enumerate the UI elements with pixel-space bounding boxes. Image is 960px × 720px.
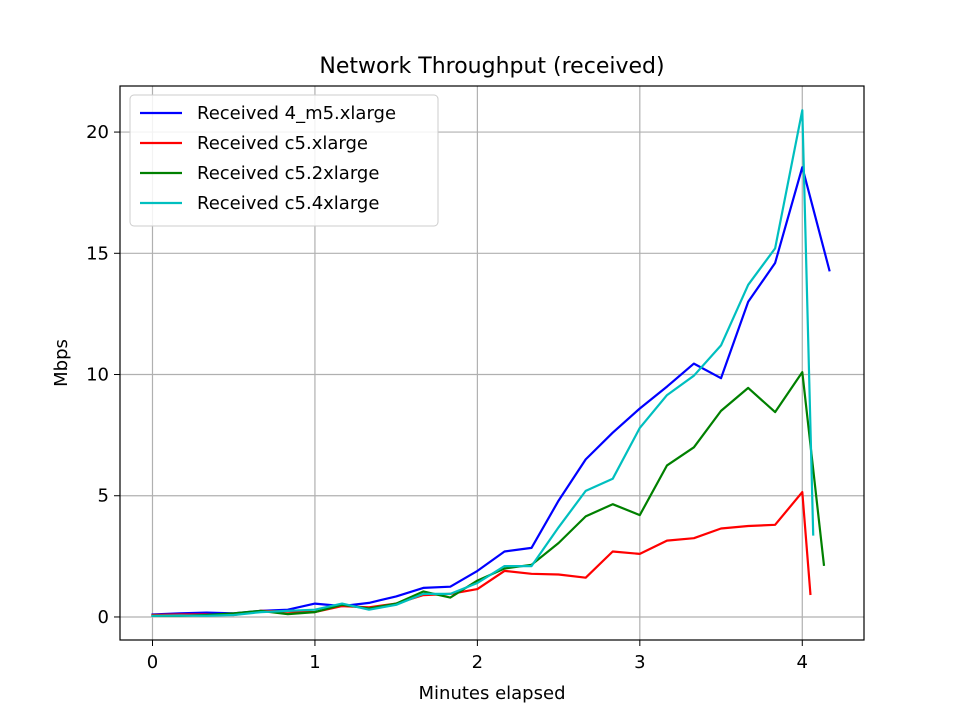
axes-frame (119, 85, 865, 641)
y-tick-label: 10 (86, 365, 109, 386)
legend-label: Received c5.4xlarge (197, 193, 379, 214)
y-tick-label: 20 (86, 122, 109, 143)
chart-title: Network Throughput (received) (319, 54, 664, 79)
plot-area (151, 109, 831, 617)
ticks: 0 1 2 3 4 0 5 10 15 20 (86, 122, 808, 673)
x-axis-label: Minutes elapsed (419, 683, 566, 704)
x-tick-label: 2 (472, 652, 483, 673)
legend-label: Received c5.xlarge (197, 133, 368, 154)
legend: Received 4_m5.xlarge Received c5.xlarge Re… (129, 94, 439, 227)
y-tick-label: 5 (98, 486, 109, 507)
legend-label: Received 4_m5.xlarge (197, 103, 396, 124)
y-tick-label: 0 (98, 607, 109, 628)
x-tick-label: 0 (147, 652, 158, 673)
y-tick-label: 15 (86, 243, 109, 264)
legend-box (129, 94, 439, 227)
grid (120, 86, 864, 640)
x-tick-label: 1 (309, 652, 320, 673)
legend-label: Received c5.2xlarge (197, 163, 379, 184)
series-line-4 (151, 109, 815, 617)
x-tick-label: 3 (634, 652, 645, 673)
y-axis-label: Mbps (51, 339, 72, 387)
x-tick-label: 4 (797, 652, 808, 673)
